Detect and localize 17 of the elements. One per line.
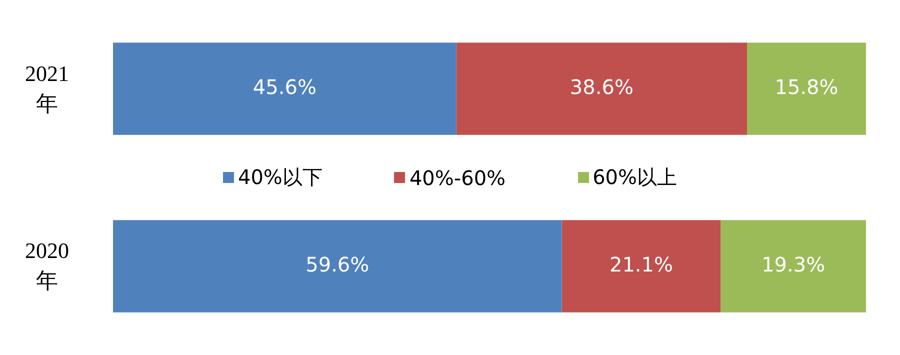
data-label: 21.1% bbox=[609, 252, 674, 276]
bar bbox=[562, 220, 721, 312]
bar bbox=[456, 42, 748, 135]
bar bbox=[720, 220, 866, 312]
legend-label: 40%-60% bbox=[409, 166, 506, 190]
y-tick-label: 2020年 bbox=[24, 237, 70, 296]
data-label: 19.3% bbox=[762, 252, 826, 276]
data-label: 45.6% bbox=[252, 74, 316, 99]
data-label: 59.6% bbox=[306, 252, 370, 276]
bar bbox=[747, 42, 866, 135]
y-tick-label: 2021年 bbox=[24, 60, 70, 118]
data-label: 15.8% bbox=[774, 74, 838, 99]
bar bbox=[113, 42, 456, 135]
legend-label: 60%以上 bbox=[592, 164, 678, 191]
legend-label: 40%以下 bbox=[238, 164, 322, 191]
bar bbox=[113, 220, 562, 312]
data-label: 38.6% bbox=[570, 74, 634, 99]
